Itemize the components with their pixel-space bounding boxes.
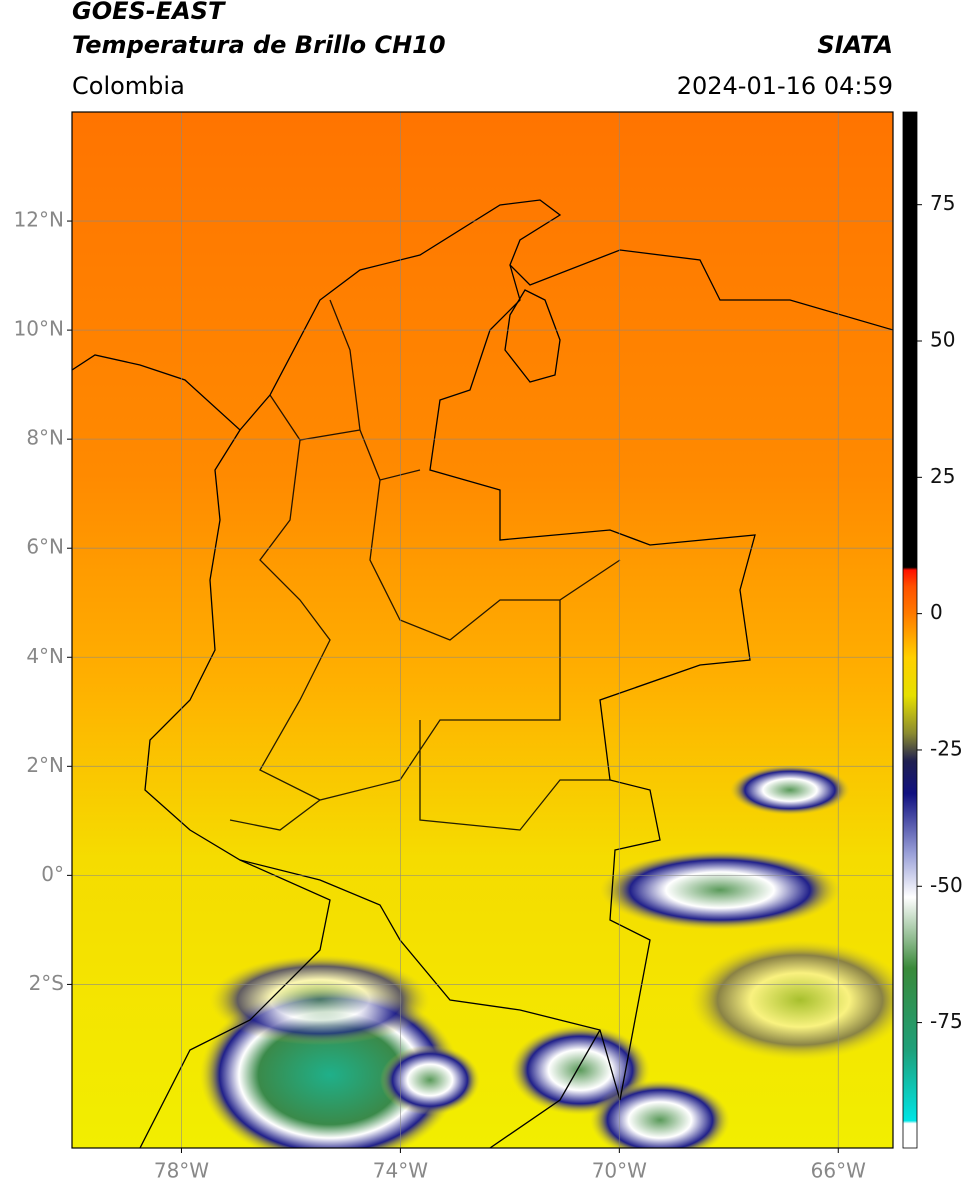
cloud: [690, 940, 893, 1060]
y-tick-label: 6°N: [26, 535, 64, 559]
colorbar-tick-label: 75: [930, 191, 955, 215]
colorbar: [902, 111, 918, 1149]
lake-maracaibo: [504, 289, 561, 383]
department-borders: [229, 299, 621, 831]
timestamp: 2024-01-16 04:59: [677, 72, 893, 100]
cloud: [380, 1045, 480, 1115]
y-tick-label: 10°N: [14, 317, 64, 341]
title: GOES-EAST: [72, 0, 226, 25]
colorbar-tick-label: -50: [930, 873, 963, 897]
subtitle: Temperatura de Brillo CH10: [72, 31, 446, 59]
colorbar-tick-label: 25: [930, 464, 955, 488]
x-tick-label: 74°W: [373, 1159, 428, 1183]
cloud: [590, 1080, 730, 1148]
colorbar-tick-label: -75: [930, 1009, 963, 1033]
y-tick-label: 8°N: [26, 426, 64, 450]
map-frame: [71, 111, 894, 1149]
region: Colombia: [72, 72, 185, 100]
colorbar-tick-label: -25: [930, 736, 963, 760]
y-tick-label: 4°N: [26, 644, 64, 668]
map: [72, 112, 893, 1148]
colorbar-tick-label: 0: [930, 600, 943, 624]
colorbar-tick-label: 50: [930, 328, 955, 352]
y-tick-label: 12°N: [14, 208, 64, 232]
x-tick-label: 70°W: [592, 1159, 647, 1183]
y-tick-label: 2°S: [29, 971, 64, 995]
cloud: [600, 850, 840, 930]
x-tick-label: 78°W: [154, 1159, 209, 1183]
y-tick-label: 2°N: [26, 753, 64, 777]
source: SIATA: [817, 31, 893, 59]
cloud: [210, 955, 430, 1045]
cloud: [730, 765, 850, 815]
coastline: [72, 199, 893, 431]
y-tick-label: 0°: [41, 862, 64, 886]
x-tick-label: 66°W: [811, 1159, 866, 1183]
country-border: [144, 264, 756, 1101]
